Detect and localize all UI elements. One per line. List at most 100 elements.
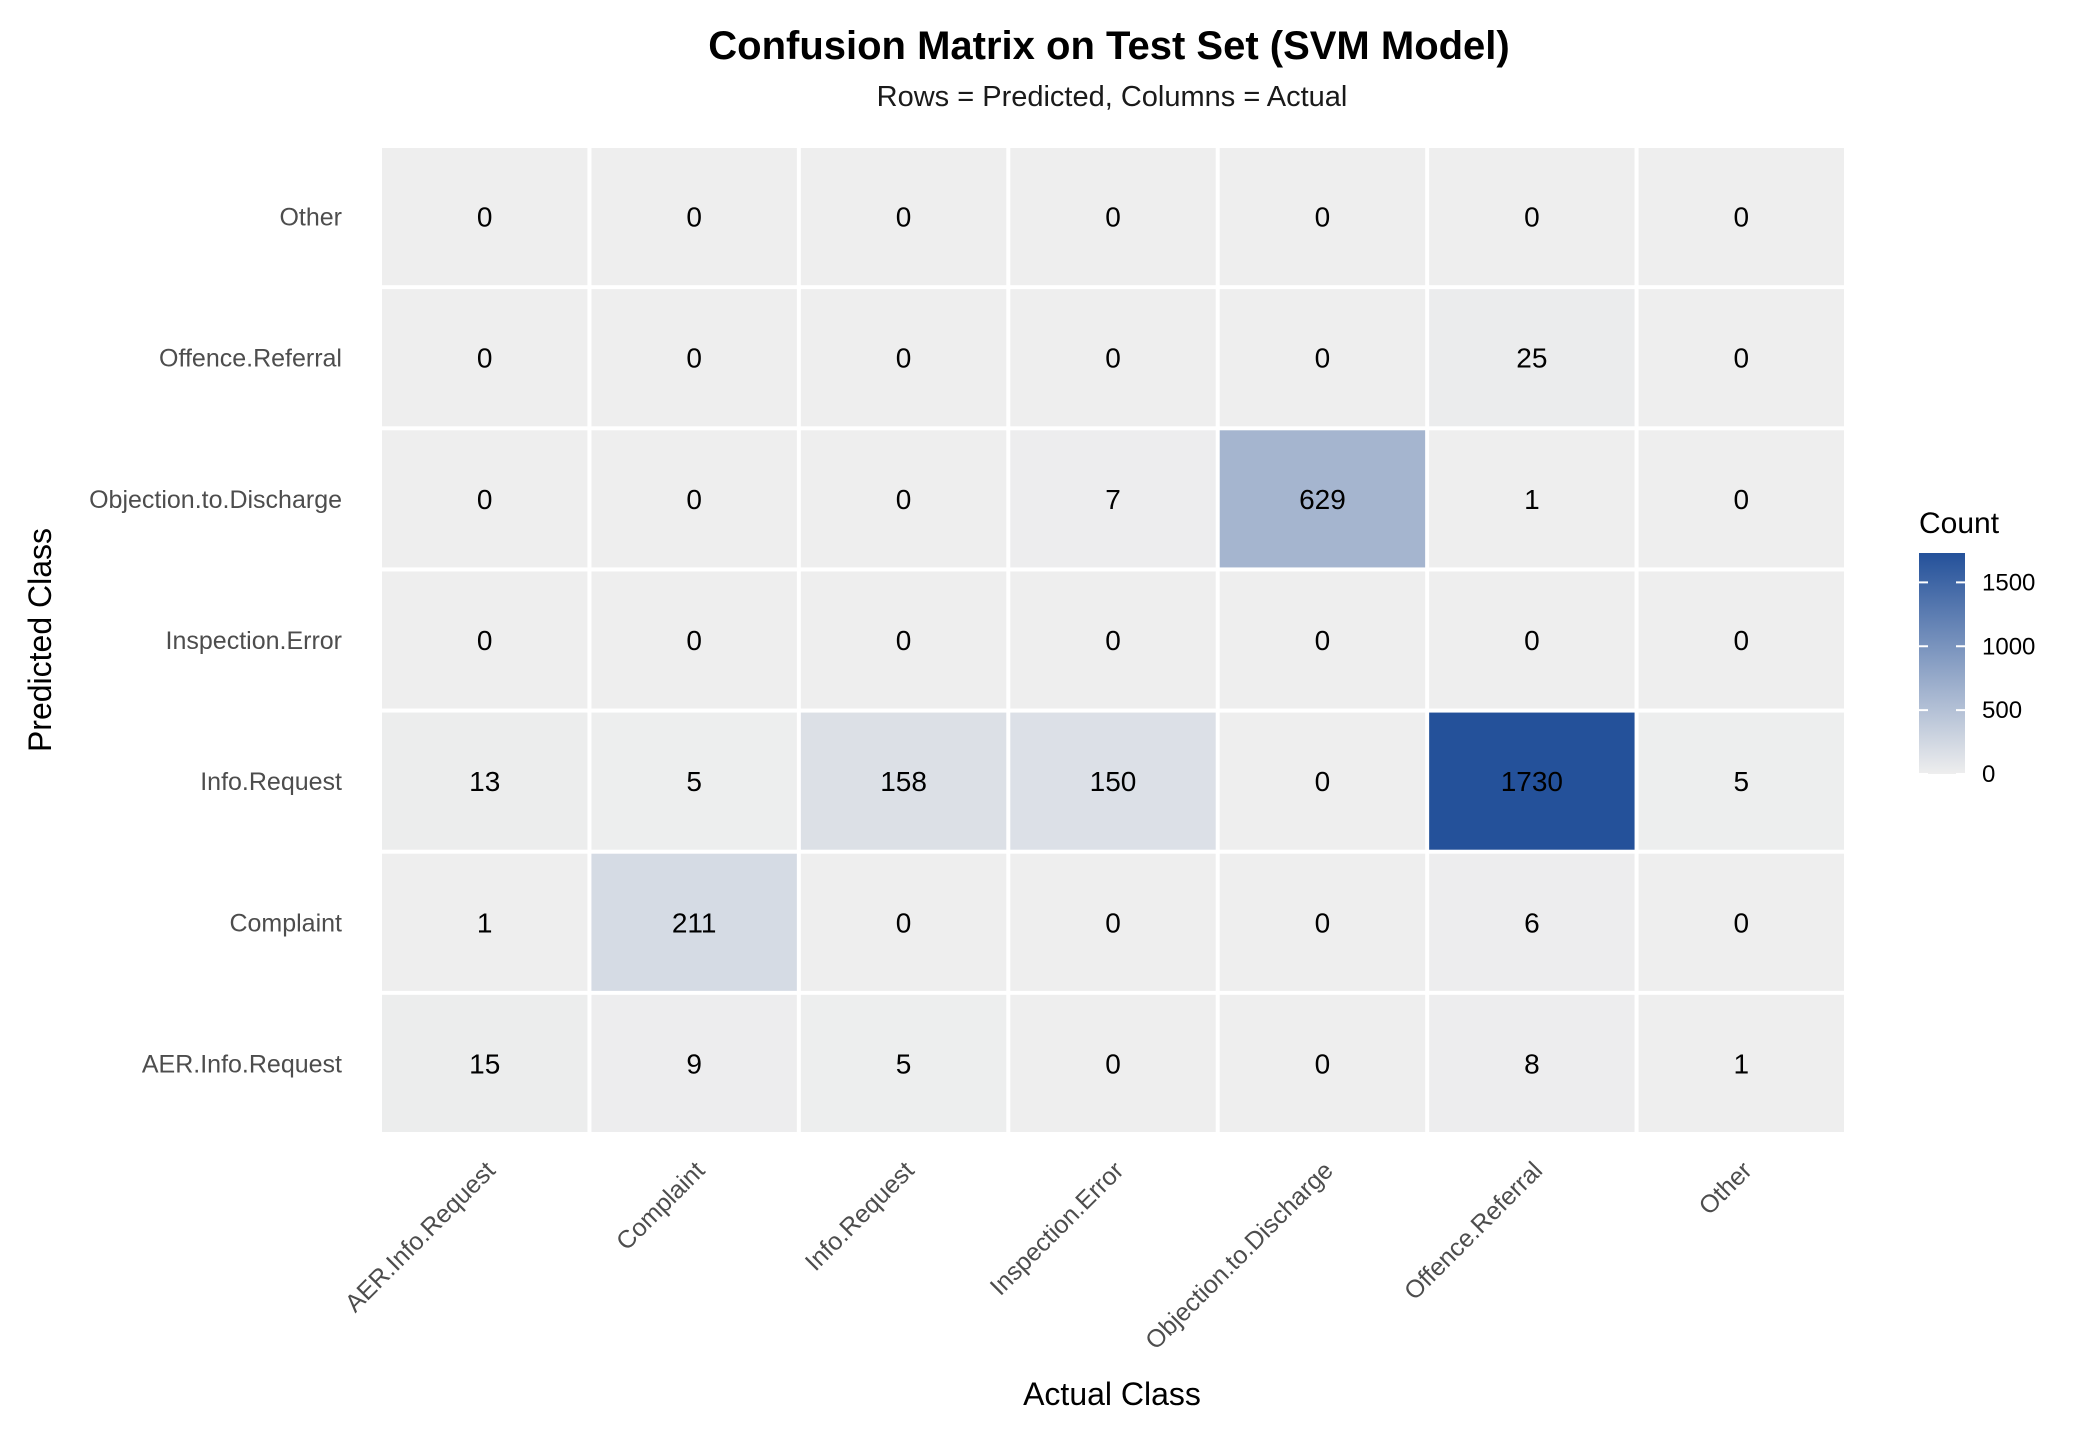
- cell-value-label: 0: [477, 343, 493, 374]
- y-axis-ticks: Other Offence.Referral Objection.to.Discha…: [89, 204, 342, 1079]
- y-axis-title: Predicted Class: [22, 528, 58, 752]
- heatmap-cell: [800, 853, 1007, 991]
- heatmap-cell: [1010, 994, 1216, 1132]
- cell-value-label: 0: [1733, 202, 1749, 233]
- cell-value-label: 0: [1315, 766, 1331, 797]
- cell-value-label: 5: [896, 1048, 912, 1079]
- cell-value-label: 0: [1105, 343, 1121, 374]
- heatmap-cell: [1219, 430, 1426, 568]
- cell-value-label: 6: [1524, 907, 1540, 938]
- cell-value-label: 1: [1524, 484, 1540, 515]
- heatmap-cell: [1638, 994, 1844, 1132]
- heatmap-cell: [1010, 430, 1216, 568]
- y-tick-label: AER.Info.Request: [142, 1050, 342, 1078]
- legend-tick-label: 1500: [1982, 569, 2035, 596]
- heatmap-cell: [1010, 853, 1216, 991]
- legend-title: Count: [1919, 507, 2000, 540]
- heatmap-cell: [591, 289, 797, 427]
- cell-value-label: 0: [477, 625, 493, 656]
- heatmap-cell: [1219, 289, 1426, 427]
- heatmap-cell: [382, 853, 588, 991]
- heatmap-cell: [382, 571, 588, 709]
- y-tick-label: Info.Request: [200, 768, 342, 796]
- cell-value-label: 0: [1105, 907, 1121, 938]
- cell-value-label: 0: [1105, 625, 1121, 656]
- chart-title: Confusion Matrix on Test Set (SVM Model): [708, 24, 1509, 68]
- cell-value-label: 0: [1315, 202, 1331, 233]
- cell-value-label: 0: [1315, 907, 1331, 938]
- cell-value-label: 0: [1105, 1048, 1121, 1079]
- cell-value-label: 0: [1315, 625, 1331, 656]
- cell-value-label: 0: [686, 484, 702, 515]
- x-tick-label: Info.Request: [800, 1156, 920, 1276]
- cell-value-label: 1: [477, 907, 493, 938]
- heatmap-cell-labels: 0 0 0 0 0 0 00 0 0 0 0 25 00 0 0 7 629 1 00 0 0 0 0 0 013 5 158 150…: [469, 202, 1749, 1080]
- heatmap-cell: [382, 148, 588, 286]
- cell-value-label: 0: [896, 202, 912, 233]
- cell-value-label: 629: [1299, 484, 1346, 515]
- y-tick-label: Complaint: [229, 909, 342, 937]
- heatmap-cell: [1429, 430, 1635, 568]
- x-tick-label: Offence.Referral: [1399, 1156, 1548, 1305]
- legend: Count 0 500 1000 1500: [1919, 507, 2035, 788]
- cell-value-label: 5: [686, 766, 702, 797]
- heatmap-cell: [800, 571, 1007, 709]
- heatmap-cell: [591, 712, 797, 850]
- legend-colorbar: [1919, 553, 1965, 774]
- heatmap-cell: [1219, 148, 1426, 286]
- cell-value-label: 0: [686, 625, 702, 656]
- y-tick-label: Inspection.Error: [166, 627, 342, 655]
- cell-value-label: 9: [686, 1048, 702, 1079]
- cell-value-label: 25: [1516, 343, 1547, 374]
- cell-value-label: 211: [672, 907, 717, 938]
- heatmap-cell: [382, 289, 588, 427]
- cell-value-label: 5: [1733, 766, 1749, 797]
- heatmap-cell: [1010, 571, 1216, 709]
- cell-value-label: 0: [1733, 907, 1749, 938]
- legend-tick-label: 0: [1982, 761, 1995, 788]
- legend-tick-label: 500: [1982, 697, 2022, 724]
- heatmap-cells: [382, 148, 1844, 1132]
- legend-tick-label: 1000: [1982, 633, 2035, 660]
- cell-value-label: 15: [469, 1048, 500, 1079]
- heatmap-cell: [591, 148, 797, 286]
- cell-value-label: 0: [896, 484, 912, 515]
- heatmap-cell: [1010, 148, 1216, 286]
- cell-value-label: 0: [477, 202, 493, 233]
- x-tick-label: Inspection.Error: [985, 1156, 1130, 1301]
- legend-ticks: 0 500 1000 1500: [1919, 569, 2035, 788]
- heatmap-cell: [1638, 289, 1844, 427]
- heatmap-cell: [382, 994, 588, 1132]
- heatmap-cell: [591, 430, 797, 568]
- heatmap-cell: [800, 712, 1007, 850]
- cell-value-label: 0: [1733, 625, 1749, 656]
- heatmap-cell: [1429, 994, 1635, 1132]
- chart-subtitle: Rows = Predicted, Columns = Actual: [877, 81, 1348, 113]
- heatmap-cell: [1638, 430, 1844, 568]
- cell-value-label: 13: [469, 766, 500, 797]
- x-tick-label: AER.Info.Request: [340, 1156, 501, 1317]
- x-axis-ticks: AER.Info.Request Complaint Info.Request Ins…: [340, 1156, 1758, 1355]
- heatmap-cell: [591, 994, 797, 1132]
- heatmap-cell: [1219, 571, 1426, 709]
- x-axis-title: Actual Class: [1023, 1376, 1201, 1412]
- cell-value-label: 0: [686, 343, 702, 374]
- y-tick-label: Other: [279, 204, 342, 232]
- heatmap-cell: [800, 289, 1007, 427]
- cell-value-label: 8: [1524, 1048, 1540, 1079]
- cell-value-label: 1: [1733, 1048, 1749, 1079]
- y-tick-label: Objection.to.Discharge: [89, 486, 342, 514]
- heatmap-cell: [1429, 571, 1635, 709]
- cell-value-label: 0: [1315, 1048, 1331, 1079]
- heatmap-cell: [382, 430, 588, 568]
- cell-value-label: 0: [1105, 202, 1121, 233]
- cell-value-label: 0: [896, 625, 912, 656]
- heatmap-cell: [591, 853, 797, 991]
- cell-value-label: 0: [1524, 625, 1540, 656]
- heatmap-cell: [1010, 289, 1216, 427]
- x-tick-label: Objection.to.Discharge: [1140, 1156, 1339, 1355]
- cell-value-label: 158: [880, 766, 927, 797]
- heatmap-cell: [1219, 994, 1426, 1132]
- cell-value-label: 150: [1090, 766, 1137, 797]
